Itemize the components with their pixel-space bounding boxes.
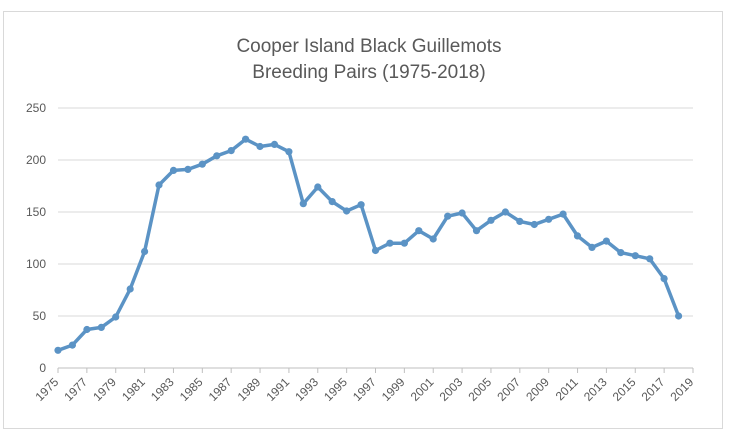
x-tick-label-1985: 1985	[177, 375, 206, 404]
y-tick-label-50: 50	[33, 309, 47, 323]
x-tick-label-1993: 1993	[292, 375, 321, 404]
data-point-1976	[68, 341, 76, 349]
data-point-1985	[198, 160, 206, 168]
data-point-1989	[256, 142, 264, 151]
data-point-1994	[328, 198, 336, 206]
chart-subtitle: Breeding Pairs (1975-2018)	[252, 62, 486, 83]
x-tick-label-1979: 1979	[90, 375, 119, 404]
x-tick-label-2019: 2019	[668, 375, 697, 404]
series-line-group	[56, 137, 681, 353]
data-point-1987	[227, 147, 235, 155]
data-point-2008	[530, 220, 538, 229]
data-point-1999	[400, 239, 408, 247]
y-axis-tick-labels: 0 50 100 150 200 250	[26, 101, 46, 375]
data-point-1997	[371, 246, 380, 255]
x-tick-label-2015: 2015	[610, 375, 639, 404]
data-point-1979	[112, 313, 120, 321]
data-point-2012	[588, 243, 596, 251]
data-point-1982	[155, 181, 163, 189]
data-point-1988	[242, 135, 250, 143]
x-tick-label-1981: 1981	[119, 375, 148, 404]
x-tick-label-1987: 1987	[206, 375, 235, 404]
data-point-1978	[97, 323, 105, 331]
data-point-1984	[184, 165, 192, 173]
data-point-2002	[444, 212, 452, 220]
data-point-2016	[646, 255, 654, 263]
data-point-1993	[314, 183, 322, 191]
y-tick-label-250: 250	[26, 101, 46, 115]
data-point-2001	[429, 235, 437, 243]
x-tick-label-1991: 1991	[263, 375, 292, 404]
x-tick-label-1983: 1983	[148, 375, 177, 404]
data-point-2006	[501, 208, 509, 216]
gridlines	[57, 107, 694, 373]
y-tick-label-200: 200	[26, 153, 46, 167]
data-point-2015	[631, 252, 639, 260]
data-point-2017	[660, 275, 668, 283]
data-point-1986	[213, 152, 221, 160]
data-point-2011	[573, 232, 582, 240]
data-point-2003	[458, 209, 466, 217]
x-tick-label-2017: 2017	[639, 375, 668, 404]
data-point-2014	[617, 249, 625, 257]
chart-frame	[3, 11, 723, 429]
chart-title: Cooper Island Black Guillemots	[236, 36, 502, 57]
x-tick-label-2013: 2013	[581, 375, 610, 404]
x-tick-label-1999: 1999	[379, 375, 408, 404]
x-tick-label-2011: 2011	[553, 375, 581, 403]
x-tick-label-1975: 1975	[33, 375, 62, 404]
data-point-1977	[83, 325, 91, 334]
data-point-2010	[559, 210, 567, 218]
data-point-2005	[487, 216, 495, 224]
data-point-1998	[386, 239, 394, 247]
data-point-2013	[602, 237, 611, 245]
x-tick-label-1995: 1995	[321, 375, 350, 404]
series-line	[56, 137, 681, 353]
data-point-2000	[415, 227, 423, 235]
x-tick-label-2009: 2009	[523, 375, 552, 404]
x-axis-tick-labels: 1975 1977 1979 1981 1983 1985 1987 1989 1991 1993…	[33, 375, 697, 404]
data-point-2007	[516, 217, 524, 225]
data-point-1992	[299, 200, 307, 208]
x-tick-label-2003: 2003	[437, 375, 466, 404]
data-point-2004	[472, 227, 481, 235]
data-point-1991	[285, 148, 293, 156]
data-point-1990	[270, 140, 279, 148]
y-tick-label-0: 0	[39, 361, 46, 375]
data-point-1995	[343, 207, 351, 215]
x-tick-label-2007: 2007	[494, 375, 523, 404]
x-tick-label-1977: 1977	[61, 375, 90, 404]
data-point-2018	[675, 312, 683, 320]
y-tick-label-100: 100	[26, 257, 46, 271]
x-tick-label-2005: 2005	[465, 375, 494, 404]
data-point-1981	[141, 247, 149, 256]
x-tick-label-1997: 1997	[350, 375, 379, 404]
data-point-2009	[545, 215, 553, 223]
data-point-1983	[169, 166, 178, 174]
series-points-group	[54, 135, 683, 354]
x-tick-label-2001: 2001	[408, 375, 437, 404]
data-point-1996	[357, 201, 365, 209]
data-point-1975	[54, 346, 62, 354]
y-tick-label-150: 150	[26, 205, 46, 219]
data-point-1980	[126, 285, 134, 293]
x-tick-label-1989: 1989	[235, 375, 264, 404]
